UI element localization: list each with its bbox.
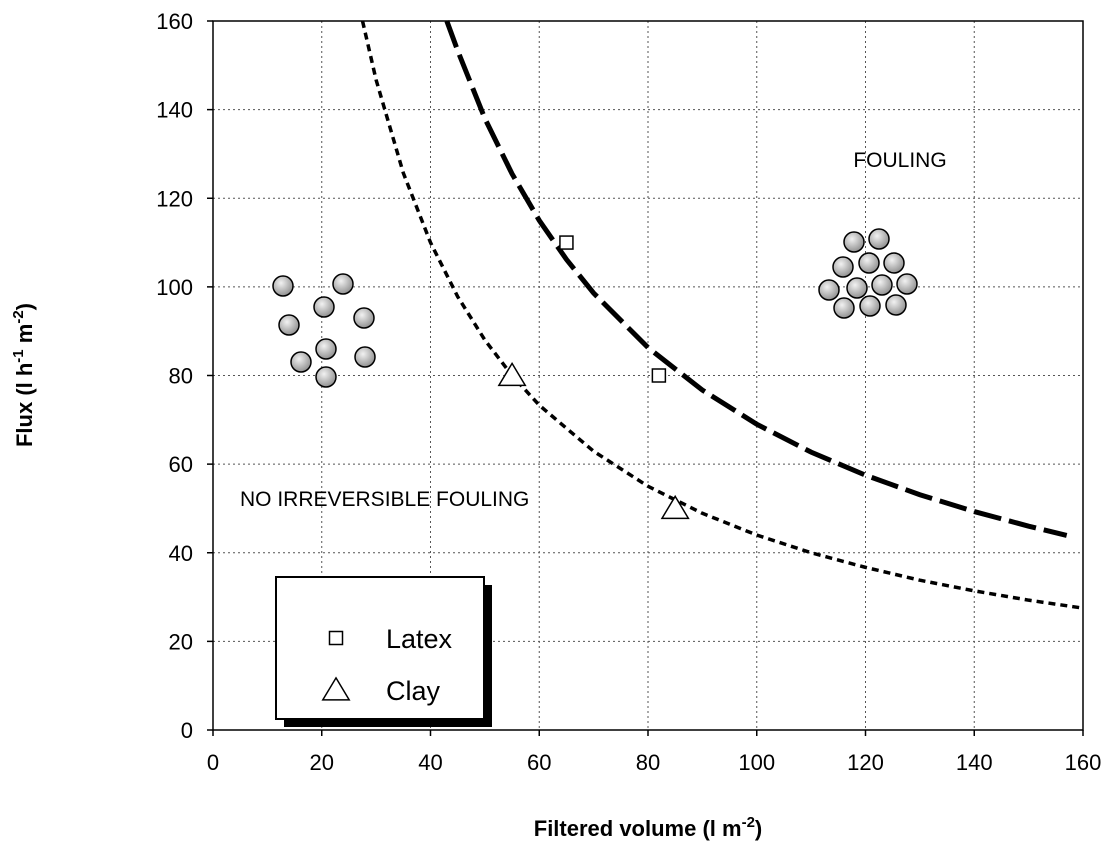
x-axis-label: Filtered volume (l m-2) bbox=[534, 814, 763, 841]
fit-curve bbox=[444, 20, 1068, 538]
x-tick-label: 40 bbox=[418, 750, 442, 775]
particles-right bbox=[818, 228, 918, 319]
legend-label: Latex bbox=[386, 624, 453, 654]
legend-label: Clay bbox=[386, 676, 441, 706]
y-tick-label: 40 bbox=[169, 541, 193, 566]
marker-triangle bbox=[321, 676, 351, 701]
grid: 0 20 40 60 80 100 120 140 160 0 20 40 60 80 100 120 140 1… bbox=[156, 9, 1101, 775]
x-tick-label: 60 bbox=[527, 750, 551, 775]
marker-square bbox=[559, 235, 574, 250]
marker-triangle bbox=[660, 494, 690, 520]
y-tick-label: 140 bbox=[156, 98, 193, 123]
x-tick-label: 160 bbox=[1065, 750, 1102, 775]
y-tick-label: 60 bbox=[169, 452, 193, 477]
x-tick-label: 80 bbox=[636, 750, 660, 775]
fit-curve bbox=[360, 20, 1084, 610]
x-tick-label: 120 bbox=[847, 750, 884, 775]
points bbox=[497, 235, 690, 520]
y-tick-label: 80 bbox=[169, 364, 193, 389]
annotation: FOULING bbox=[853, 149, 946, 172]
particles-left bbox=[272, 273, 376, 388]
fit-curves bbox=[360, 20, 1084, 610]
x-tick-label: 0 bbox=[207, 750, 219, 775]
legend-box bbox=[275, 576, 485, 720]
y-tick-label: 100 bbox=[156, 275, 193, 300]
y-tick-label: 0 bbox=[181, 718, 193, 743]
y-tick-label: 160 bbox=[156, 9, 193, 34]
y-tick-label: 120 bbox=[156, 186, 193, 211]
legend: Latex Clay bbox=[275, 576, 492, 727]
x-tick-label: 140 bbox=[956, 750, 993, 775]
marker-square bbox=[328, 630, 344, 646]
y-axis-label: Flux (l h-1 m-2) bbox=[10, 303, 37, 447]
y-tick-label: 20 bbox=[169, 629, 193, 654]
x-tick-label: 20 bbox=[310, 750, 334, 775]
plot-frame bbox=[212, 20, 1084, 731]
marker-triangle bbox=[497, 361, 527, 387]
x-tick-label: 100 bbox=[738, 750, 775, 775]
marker-square bbox=[651, 368, 667, 383]
annotation: NO IRREVERSIBLE FOULING bbox=[240, 488, 529, 511]
